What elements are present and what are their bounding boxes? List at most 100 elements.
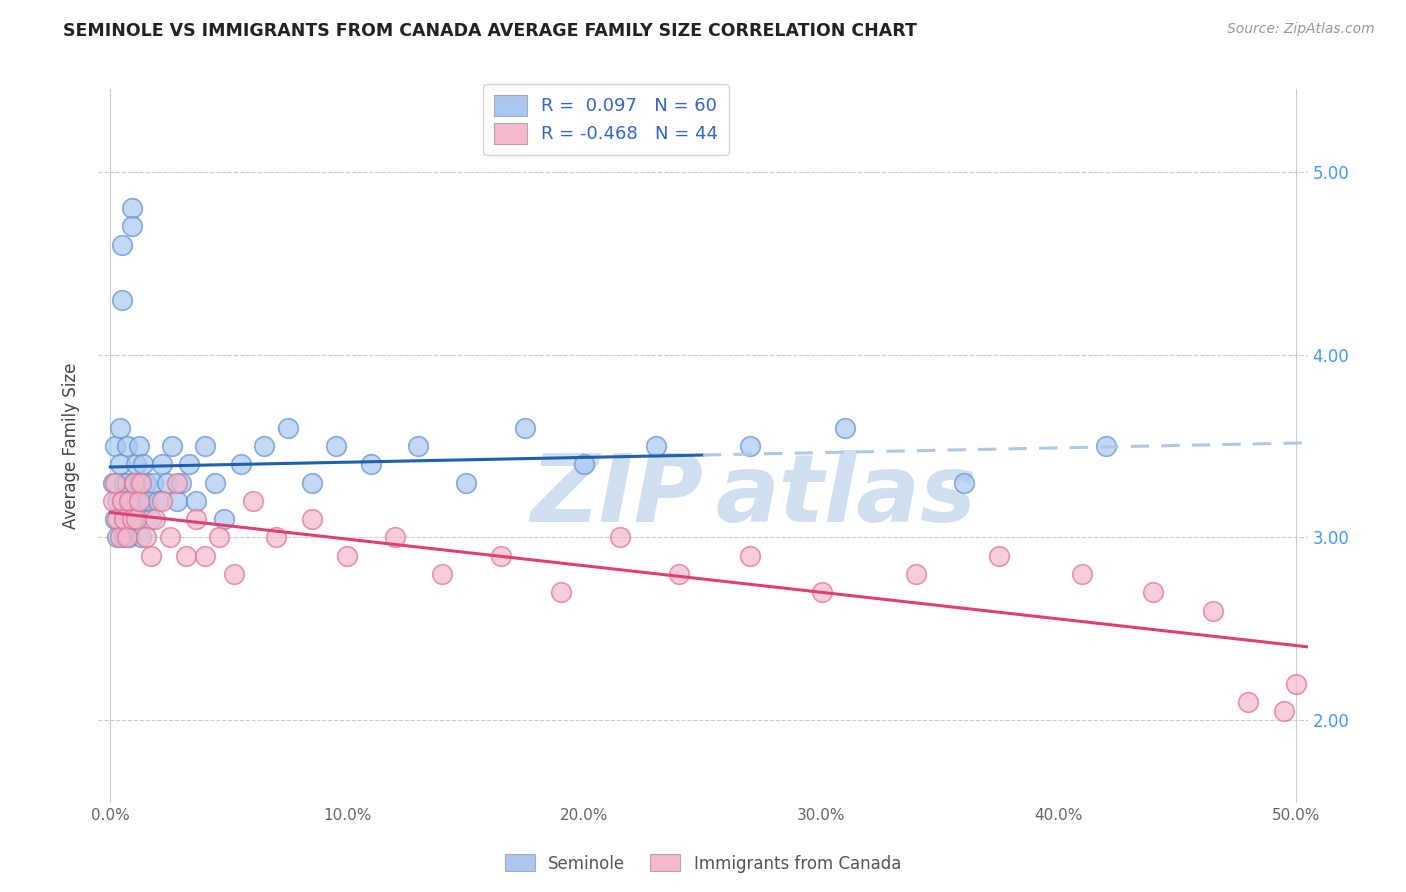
Point: [166, 475, 188, 490]
Point: [212, 512, 235, 526]
Point: [115, 439, 138, 453]
Point: [152, 494, 174, 508]
Point: [114, 512, 136, 526]
Point: [108, 531, 131, 545]
Point: [1142, 585, 1164, 599]
Point: [336, 549, 359, 563]
Point: [952, 475, 974, 490]
Point: [160, 439, 183, 453]
Point: [121, 494, 143, 508]
Point: [184, 512, 207, 526]
Point: [104, 475, 127, 490]
Point: [1272, 704, 1295, 718]
Point: [277, 420, 299, 434]
Point: [229, 458, 252, 472]
Point: [301, 475, 323, 490]
Point: [432, 567, 454, 582]
Point: [111, 293, 134, 307]
Point: [132, 458, 155, 472]
Text: ZIP: ZIP: [530, 450, 703, 542]
Point: [156, 475, 179, 490]
Point: [115, 475, 138, 490]
Point: [301, 512, 323, 526]
Point: [1095, 439, 1118, 453]
Y-axis label: Average Family Size: Average Family Size: [62, 363, 80, 529]
Point: [114, 531, 136, 545]
Point: [166, 494, 188, 508]
Point: [111, 494, 134, 508]
Point: [101, 494, 124, 508]
Point: [121, 219, 143, 234]
Point: [360, 458, 382, 472]
Point: [118, 494, 141, 508]
Point: [122, 512, 145, 526]
Point: [574, 458, 596, 472]
Point: [104, 512, 127, 526]
Text: atlas: atlas: [716, 450, 976, 542]
Point: [222, 567, 245, 582]
Point: [118, 512, 141, 526]
Point: [740, 439, 762, 453]
Point: [834, 420, 856, 434]
Point: [114, 475, 136, 490]
Point: [128, 439, 150, 453]
Point: [174, 549, 197, 563]
Point: [125, 494, 148, 508]
Point: [121, 512, 143, 526]
Point: [740, 549, 762, 563]
Point: [129, 494, 152, 508]
Point: [143, 512, 166, 526]
Text: SEMINOLE VS IMMIGRANTS FROM CANADA AVERAGE FAMILY SIZE CORRELATION CHART: SEMINOLE VS IMMIGRANTS FROM CANADA AVERA…: [63, 22, 917, 40]
Point: [264, 531, 287, 545]
Point: [122, 475, 145, 490]
Point: [128, 494, 150, 508]
Point: [104, 439, 127, 453]
Point: [118, 494, 141, 508]
Point: [810, 585, 832, 599]
Point: [125, 512, 148, 526]
Point: [644, 439, 666, 453]
Point: [177, 458, 200, 472]
Point: [136, 494, 159, 508]
Legend: Seminole, Immigrants from Canada: Seminole, Immigrants from Canada: [498, 847, 908, 880]
Point: [1237, 695, 1260, 709]
Point: [159, 531, 181, 545]
Point: [121, 201, 143, 215]
Point: [1071, 567, 1094, 582]
Point: [384, 531, 406, 545]
Point: [105, 512, 128, 526]
Point: [142, 475, 165, 490]
Legend: R =  0.097   N = 60, R = -0.468   N = 44: R = 0.097 N = 60, R = -0.468 N = 44: [484, 84, 730, 154]
Point: [242, 494, 264, 508]
Point: [135, 475, 157, 490]
Point: [408, 439, 430, 453]
Point: [208, 531, 231, 545]
Point: [108, 420, 131, 434]
Point: [139, 512, 162, 526]
Point: [184, 494, 207, 508]
Point: [135, 531, 157, 545]
Point: [325, 439, 347, 453]
Point: [129, 475, 152, 490]
Point: [114, 512, 136, 526]
Point: [194, 439, 217, 453]
Point: [170, 475, 193, 490]
Point: [194, 549, 217, 563]
Point: [550, 585, 572, 599]
Point: [146, 494, 169, 508]
Point: [139, 549, 162, 563]
Point: [905, 567, 928, 582]
Point: [128, 475, 150, 490]
Point: [101, 475, 124, 490]
Point: [115, 531, 138, 545]
Point: [668, 567, 690, 582]
Point: [111, 494, 134, 508]
Point: [1285, 677, 1308, 691]
Point: [118, 531, 141, 545]
Point: [105, 494, 128, 508]
Point: [105, 531, 128, 545]
Point: [253, 439, 276, 453]
Point: [122, 475, 145, 490]
Point: [491, 549, 513, 563]
Point: [125, 458, 148, 472]
